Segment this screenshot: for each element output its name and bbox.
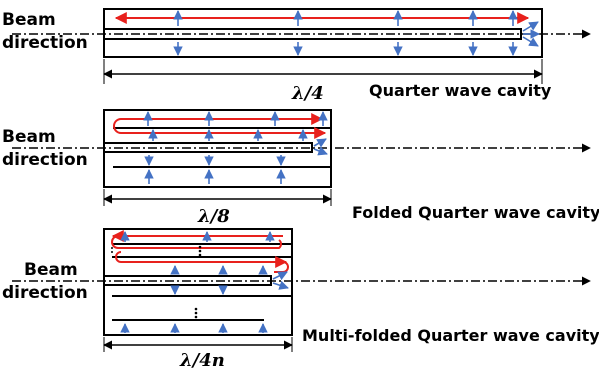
beam-label-line1: Beam [2,127,56,147]
panel-quarter-wave: Beam direction λ/4 Quarter wave cavity [2,8,591,104]
caption: Multi-folded Quarter wave cavity [302,326,599,345]
beam-label-line1: Beam [2,10,56,30]
electric-field-arrows [143,111,328,184]
surface-current-arrow [113,113,327,139]
beam-label-line2: direction [2,283,88,303]
beam-label-line1: Beam [24,260,78,280]
continuation-dots [111,245,202,319]
caption: Folded Quarter wave cavity [352,203,599,222]
cavity-outline [103,8,543,58]
length-label: λ/4 [291,83,324,104]
length-label: λ/4n [179,350,225,370]
electric-field-arrows [120,231,289,333]
length-label: λ/8 [197,206,230,227]
panel-folded-quarter-wave: Beam direction λ/8 [2,109,599,227]
caption: Quarter wave cavity [369,81,552,100]
electric-field-arrows [173,10,540,56]
beam-label-line2: direction [2,150,88,170]
beam-label-line2: direction [2,33,88,53]
panel-multi-folded-quarter-wave: Beam direction [2,228,599,370]
